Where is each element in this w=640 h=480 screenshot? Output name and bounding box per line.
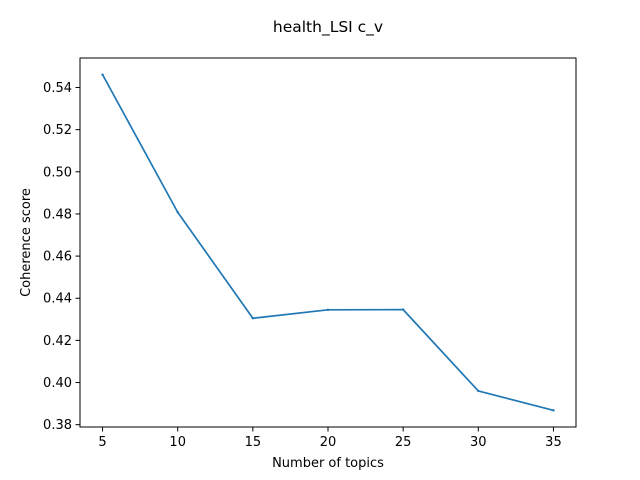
x-tick-label: 10 [169, 435, 186, 450]
data-point [251, 317, 255, 320]
x-tick-label: 35 [545, 435, 562, 450]
chart-title: health_LSI c_v [273, 18, 383, 37]
data-point [326, 308, 330, 312]
data-point [477, 389, 480, 393]
y-axis: 0.38 0.40 0.42 0.44 0.46 0.48 0.50 0.52 0.54 [43, 81, 80, 433]
x-tick-label: 15 [245, 435, 262, 450]
x-axis: 5 10 15 20 25 30 35 [98, 427, 562, 450]
data-point [552, 409, 555, 412]
data-points [101, 73, 555, 412]
y-tick-label: 0.40 [43, 376, 72, 391]
y-tick-label: 0.46 [43, 250, 72, 265]
y-tick-label: 0.52 [43, 123, 72, 138]
y-tick-label: 0.38 [43, 418, 72, 433]
y-tick-label: 0.44 [43, 292, 72, 307]
x-tick-label: 30 [470, 435, 487, 450]
y-tick-label: 0.48 [43, 207, 72, 222]
y-tick-label: 0.54 [43, 81, 72, 96]
data-point [176, 211, 179, 214]
y-tick-label: 0.50 [43, 165, 72, 180]
data-point [401, 308, 405, 311]
x-tick-label: 25 [395, 435, 412, 450]
data-point [101, 73, 104, 76]
y-axis-label: Coherence score [19, 188, 34, 297]
x-tick-label: 5 [98, 435, 106, 450]
x-tick-label: 20 [320, 435, 337, 450]
y-tick-label: 0.42 [43, 334, 72, 349]
x-axis-label: Number of topics [272, 456, 384, 471]
